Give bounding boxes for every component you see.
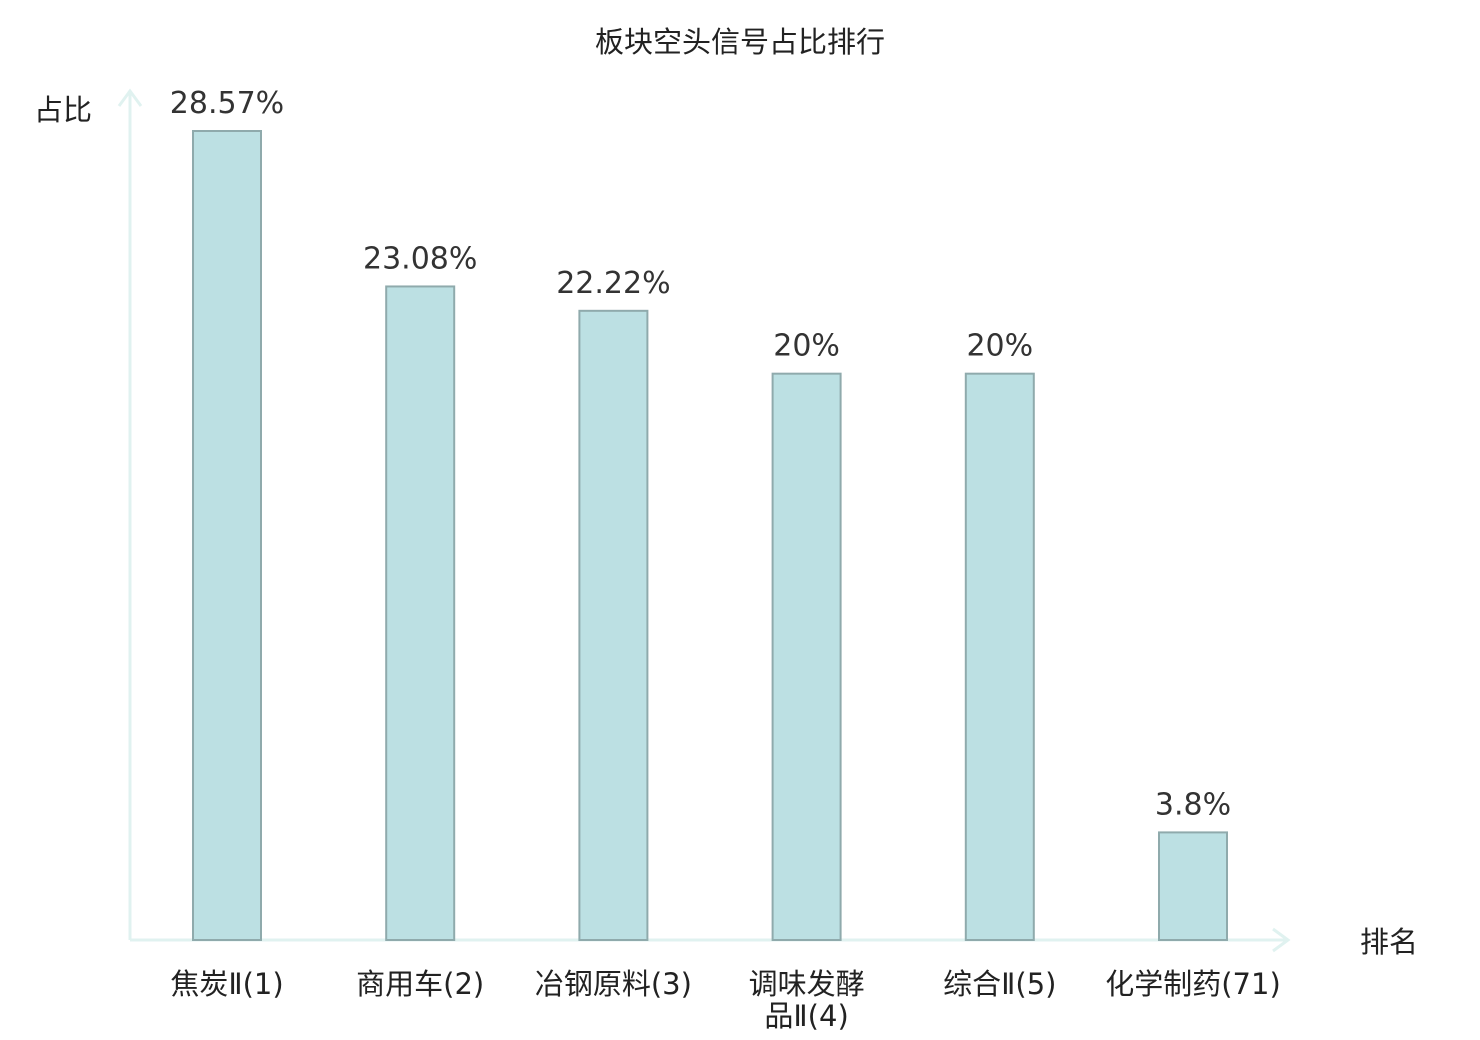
data-label: 3.8% — [1155, 787, 1231, 822]
data-label: 28.57% — [170, 86, 284, 121]
category-label: 冶钢原料(3) — [535, 967, 692, 1001]
bars — [192, 130, 1228, 942]
chart-title: 板块空头信号占比排行 — [595, 25, 885, 59]
category-label: 综合Ⅱ(5) — [943, 967, 1056, 1001]
data-label: 20% — [966, 329, 1033, 364]
data-label: 22.22% — [556, 266, 670, 301]
category-label: 焦炭Ⅱ(1) — [170, 967, 283, 1001]
bar — [1158, 831, 1228, 942]
x-axis-label: 排名 — [1360, 925, 1418, 959]
data-labels: 28.57% 23.08% 22.22% 20% 20% 3.8% — [170, 86, 1231, 822]
y-axis-arrow — [117, 88, 143, 107]
category-label: 商用车(2) — [356, 967, 484, 1001]
bar — [578, 309, 649, 941]
data-label: 23.08% — [363, 241, 477, 276]
category-label: 化学制药(71) — [1105, 967, 1281, 1001]
axes — [117, 88, 1291, 953]
bar — [771, 372, 842, 941]
data-label: 20% — [773, 329, 840, 364]
bar — [385, 285, 456, 941]
bar — [964, 372, 1035, 941]
category-label-line2: 品Ⅱ(4) — [764, 999, 848, 1033]
y-axis-label: 占比 — [34, 93, 92, 127]
category-label: 调味发酵 — [749, 967, 865, 1001]
x-axis-arrow — [1272, 927, 1291, 953]
bar — [192, 130, 262, 941]
